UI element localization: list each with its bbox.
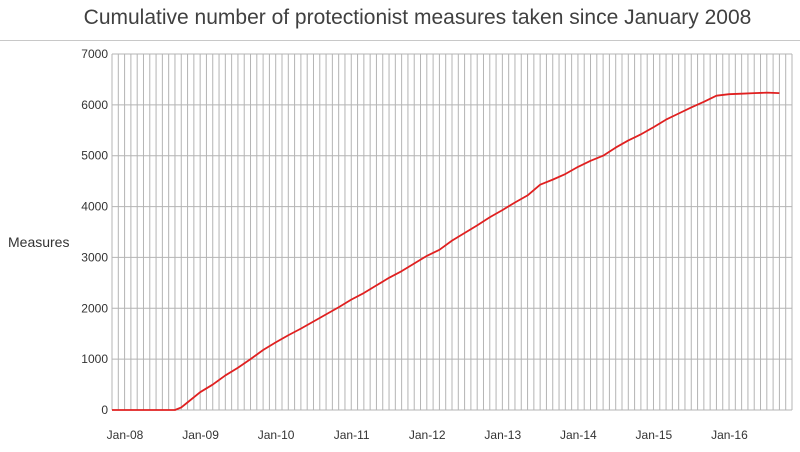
y-tick-label: 7000 xyxy=(81,47,108,61)
horizontal-gridlines xyxy=(112,53,792,411)
x-tick-label: Jan-16 xyxy=(711,428,748,442)
y-axis-label: Measures xyxy=(8,234,69,250)
x-tick-label: Jan-15 xyxy=(636,428,673,442)
chart-title: Cumulative number of protectionist measu… xyxy=(83,6,752,29)
x-tick-label: Jan-11 xyxy=(334,428,370,442)
y-tick-label: 1000 xyxy=(81,352,108,366)
series-group xyxy=(112,91,780,411)
y-tick-label: 3000 xyxy=(81,250,108,264)
x-tick-label: Jan-08 xyxy=(107,428,144,442)
x-tick-label: Jan-12 xyxy=(409,428,446,442)
series-line xyxy=(112,91,780,411)
title-divider xyxy=(0,40,800,41)
y-tick-labels: 0 1000 2000 3000 4000 5000 6000 7000 xyxy=(81,47,108,417)
x-tick-label: Jan-14 xyxy=(560,428,597,442)
x-tick-labels: Jan-08 Jan-09 Jan-10 Jan-11 Jan-12 Jan-13 Jan-… xyxy=(107,428,748,442)
x-tick-label: Jan-09 xyxy=(182,428,219,442)
x-tick-label: Jan-10 xyxy=(258,428,295,442)
y-tick-label: 4000 xyxy=(81,200,108,214)
x-tick-label: Jan-13 xyxy=(484,428,521,442)
y-tick-label: 6000 xyxy=(81,98,108,112)
y-tick-label: 0 xyxy=(101,403,108,417)
y-tick-label: 5000 xyxy=(81,149,108,163)
vertical-gridlines xyxy=(111,54,793,410)
y-tick-label: 2000 xyxy=(81,301,108,315)
